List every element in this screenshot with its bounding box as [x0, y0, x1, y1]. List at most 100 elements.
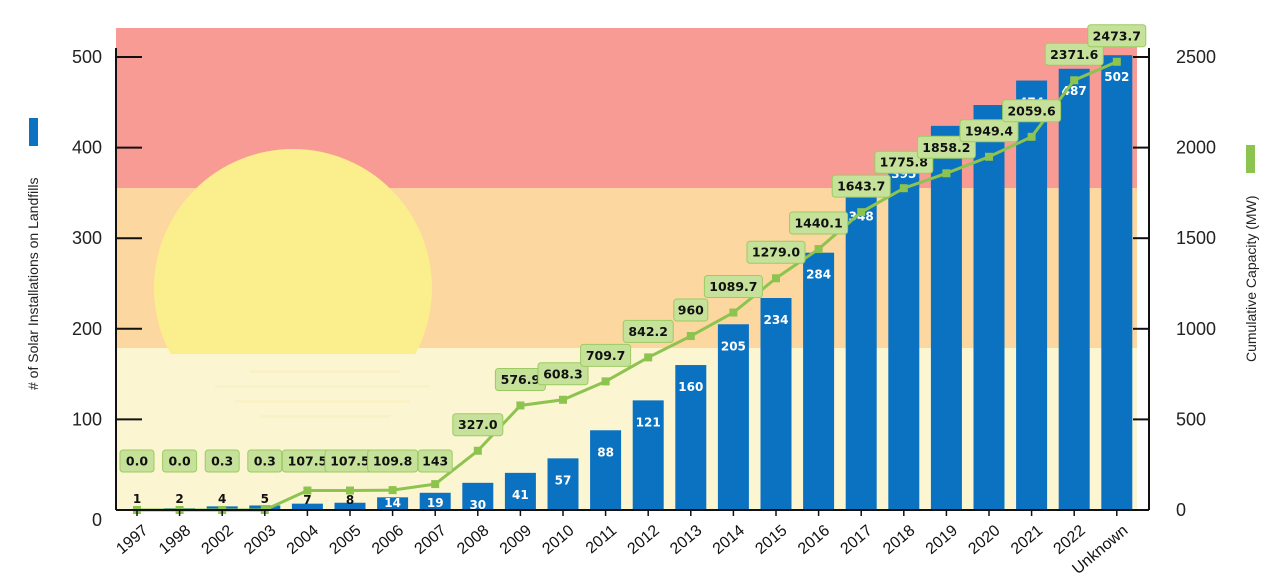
capacity-label-2022: 2371.6 [1044, 42, 1104, 66]
right-tick-label: 1000 [1176, 319, 1216, 339]
capacity-label-box [537, 362, 589, 386]
capacity-value-label: 2059.6 [1007, 103, 1056, 118]
x-tick-label: 2010 [539, 522, 577, 558]
bar-value-label: 30 [469, 498, 486, 512]
capacity-value-label: 1949.4 [965, 123, 1014, 138]
x-tick-label: 2011 [583, 522, 620, 557]
capacity-point-2010 [559, 395, 567, 404]
bar-value-label: 2 [175, 492, 183, 506]
right-axis-title: Cumulative Capacity (MW) [1243, 196, 1259, 362]
sun-illustration [154, 149, 432, 418]
capacity-label-box [247, 449, 283, 473]
capacity-point-2014 [729, 308, 738, 317]
right-tick-label: 0 [1176, 500, 1186, 520]
capacity-label-box [622, 319, 674, 343]
capacity-label-2017: 1643.7 [831, 174, 891, 198]
capacity-value-label: 0.3 [254, 454, 276, 469]
capacity-label-2002: 0.3 [204, 449, 240, 473]
capacity-label-2010: 608.3 [537, 362, 589, 386]
x-tick-label: 2002 [199, 522, 237, 558]
x-tick-label: 1998 [156, 522, 194, 558]
capacity-value-labels: 0.0 0.0 0.3 0.3 107.5 107.5 109.8 143327.0576.9… [119, 24, 1147, 473]
capacity-label-2004: 107.5 [281, 449, 333, 473]
capacity-value-label: 576.9 [501, 372, 541, 387]
capacity-point-2016 [814, 245, 823, 254]
bar-2021 [1016, 80, 1048, 510]
capacity-point-2009 [516, 401, 525, 410]
capacity-point-2004 [303, 486, 312, 495]
left-axis-ticks: 0 100 200 300 400 500 [72, 47, 142, 530]
bar-value-label: 7 [303, 493, 311, 507]
bar-value-label: 205 [721, 339, 746, 353]
capacity-label-box [746, 240, 806, 264]
capacity-label-2003: 0.3 [247, 449, 283, 473]
capacity-label-2011: 709.7 [580, 343, 632, 367]
capacity-value-label: 1440.1 [794, 216, 842, 231]
capacity-label-2014: 1089.7 [703, 275, 763, 299]
capacity-label-box [1044, 42, 1104, 66]
bar-value-label: 121 [636, 415, 661, 429]
capacity-label-box [1002, 99, 1062, 123]
bar-2004 [291, 503, 323, 510]
right-tick-label: 2500 [1176, 47, 1216, 67]
background-band-bottom [116, 348, 1137, 510]
capacity-label-1997: 0.0 [119, 449, 155, 473]
bar-2020 [973, 105, 1005, 510]
left-tick-label: 300 [72, 228, 102, 248]
x-tick-label: 2003 [241, 522, 279, 558]
capacity-point-2017 [857, 208, 866, 217]
capacity-label-box [703, 275, 763, 299]
capacity-value-label: 0.0 [126, 454, 148, 469]
left-tick-label: 100 [72, 409, 102, 429]
capacity-label-2008: 327.0 [452, 413, 504, 437]
bar-2015 [760, 297, 792, 510]
left-tick-label: 0 [92, 510, 102, 530]
capacity-point-2007 [431, 480, 440, 489]
axes [115, 48, 1150, 516]
capacity-label-2015: 1279.0 [746, 240, 806, 264]
bar-2011 [590, 430, 622, 510]
bar-Unknown [1101, 55, 1133, 511]
bar-2012 [632, 400, 664, 510]
bar-value-label: 502 [1104, 70, 1129, 84]
capacity-value-label: 1643.7 [837, 179, 885, 194]
capacity-point-2012 [644, 353, 653, 362]
capacity-value-label: 0.0 [169, 454, 191, 469]
capacity-label-2005: 107.5 [324, 449, 376, 473]
capacity-point-2022 [1070, 76, 1079, 85]
right-tick-label: 500 [1176, 409, 1206, 429]
capacity-point-2020 [985, 152, 993, 161]
capacity-label-box [204, 449, 240, 473]
bar-value-label: 284 [806, 268, 831, 282]
right-tick-label: 2000 [1176, 138, 1216, 158]
x-tick-label: 2020 [965, 522, 1003, 558]
x-tick-label: 2013 [667, 522, 705, 558]
capacity-label-box [580, 343, 632, 367]
capacity-point-2019 [942, 169, 951, 178]
x-tick-label: 2014 [710, 522, 748, 558]
capacity-label-box [452, 413, 504, 437]
capacity-label-box [831, 174, 891, 198]
capacity-value-label: 1775.8 [880, 155, 928, 170]
capacity-value-label: 1089.7 [709, 279, 757, 294]
x-tick-label: 2008 [454, 522, 492, 558]
capacity-label-1998: 0.0 [162, 449, 198, 473]
capacity-value-label: 842.2 [628, 324, 668, 339]
capacity-point-2006 [388, 486, 397, 495]
sun-reflection [215, 385, 430, 388]
capacity-point-2011 [601, 377, 610, 386]
bar-2022 [1058, 68, 1090, 510]
capacity-label-Unknown: 2473.7 [1087, 24, 1147, 48]
capacity-point-2013 [686, 332, 695, 341]
capacity-value-label: 608.3 [543, 366, 583, 381]
capacity-label-box [789, 211, 849, 235]
left-tick-label: 200 [72, 319, 102, 339]
sun-icon [154, 149, 432, 354]
bar-2018 [888, 152, 920, 510]
bar-value-label: 19 [427, 496, 444, 510]
capacity-point-2015 [772, 274, 780, 283]
right-tick-label: 1500 [1176, 228, 1216, 248]
capacity-point-Unknown [1112, 57, 1121, 66]
axis-titles: # of Solar Installations on Landfills Cum… [25, 118, 1259, 390]
